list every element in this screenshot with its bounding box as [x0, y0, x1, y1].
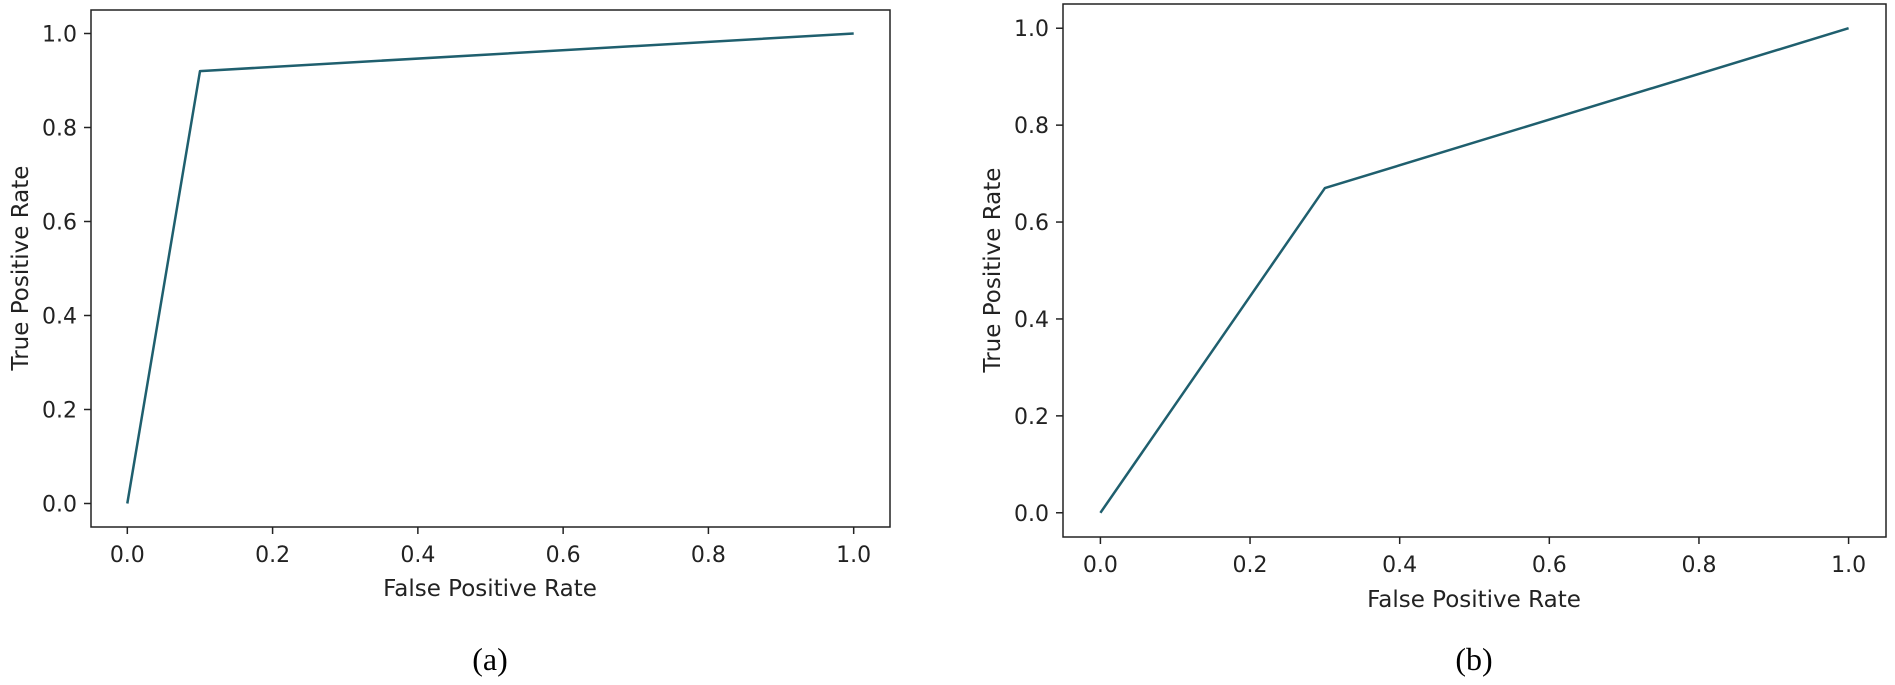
- y-tick-label: 0.4: [1014, 308, 1049, 333]
- x-tick-label: 0.6: [1532, 553, 1567, 578]
- y-tick-label: 0.8: [1014, 114, 1049, 139]
- y-tick-label: 0.0: [1014, 502, 1049, 527]
- x-tick-label: 0.2: [1233, 553, 1268, 578]
- x-tick-label: 0.8: [691, 543, 726, 568]
- series-lines: [1099, 27, 1849, 514]
- x-tick-label: 0.4: [1382, 553, 1417, 578]
- x-tick-label: 0.0: [1083, 553, 1118, 578]
- x-tick-label: 1.0: [1831, 553, 1866, 578]
- x-axis-label: False Positive Rate: [1367, 587, 1581, 613]
- x-axis-label: False Positive Rate: [383, 576, 597, 602]
- series-lines: [126, 32, 854, 504]
- y-ticks: 0.0 0.2 0.4 0.6 0.8 1.0: [42, 23, 91, 518]
- x-tick-label: 1.0: [836, 543, 871, 568]
- y-tick-label: 1.0: [1014, 17, 1049, 42]
- y-tick-label: 0.4: [42, 305, 77, 330]
- x-ticks: 0.0 0.2 0.4 0.6 0.8 1.0: [110, 527, 871, 568]
- y-axis-label: True Positive Rate: [980, 168, 1006, 374]
- y-ticks: 0.0 0.2 0.4 0.6 0.8 1.0: [1014, 17, 1063, 527]
- plot-frame: [1062, 3, 1887, 538]
- roc-curve-line: [126, 32, 854, 504]
- x-tick-label: 0.4: [400, 543, 435, 568]
- x-tick-label: 0.0: [110, 543, 145, 568]
- y-tick-label: 1.0: [42, 23, 77, 48]
- y-axis-label: True Positive Rate: [8, 166, 34, 372]
- y-tick-label: 0.2: [1014, 405, 1049, 430]
- x-tick-label: 0.6: [546, 543, 581, 568]
- x-tick-label: 0.8: [1681, 553, 1716, 578]
- plot-frame: [90, 9, 891, 528]
- roc-panel-b: 0.0 0.2 0.4 0.6 0.8 1.0 0.0 0.2 0.4 0.6 0.8 1.0 Fa…: [980, 3, 1887, 677]
- x-tick-label: 0.2: [255, 543, 290, 568]
- y-tick-label: 0.8: [42, 117, 77, 142]
- y-tick-label: 0.0: [42, 493, 77, 518]
- y-tick-label: 0.6: [42, 211, 77, 236]
- panel-caption: (b): [1455, 641, 1492, 677]
- roc-curve-line: [1099, 27, 1849, 514]
- y-tick-label: 0.6: [1014, 211, 1049, 236]
- panel-caption: (a): [472, 641, 508, 677]
- x-ticks: 0.0 0.2 0.4 0.6 0.8 1.0: [1083, 537, 1866, 578]
- y-tick-label: 0.2: [42, 399, 77, 424]
- roc-panel-a: 0.0 0.2 0.4 0.6 0.8 1.0 0.0 0.2 0.4 0.6 0.8 1.0 Fa…: [8, 9, 891, 677]
